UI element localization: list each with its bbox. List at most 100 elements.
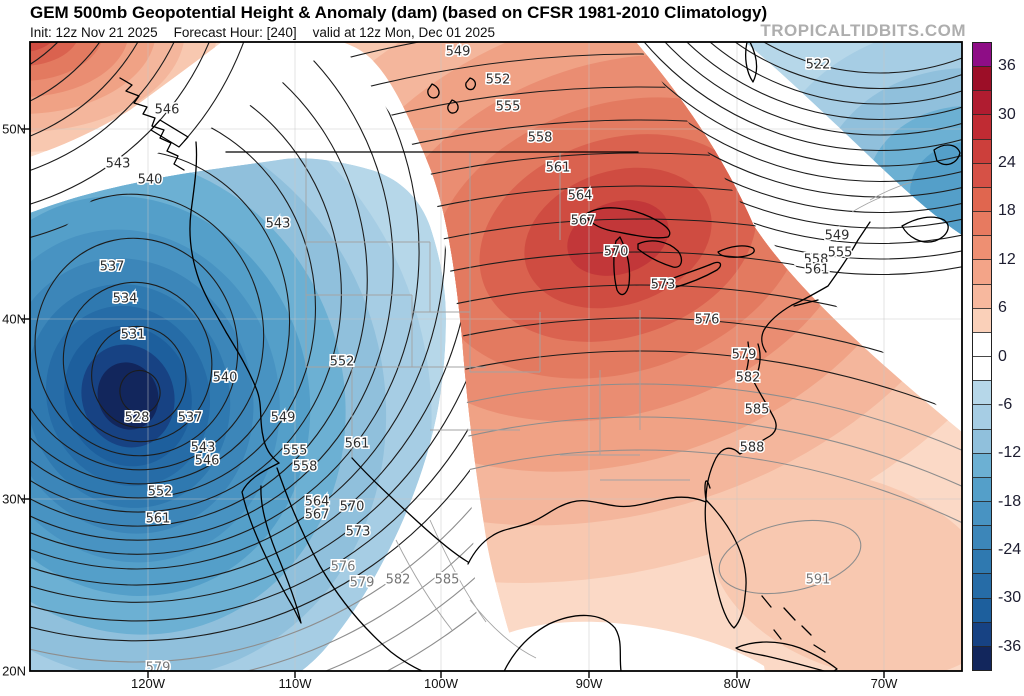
contour-label: 573 [651,278,676,293]
contour-label: 552 [486,73,511,88]
contour-label: 528 [125,411,150,426]
colorbar-segment [973,428,991,453]
contour-line [636,42,962,105]
colorbar-segment [973,525,991,550]
contour-label: 588 [740,441,765,456]
contour-label: 585 [745,403,770,418]
contour-line [30,42,480,642]
contour-line [30,42,368,527]
contour-label: 552 [148,485,173,500]
chart-subtitle: Init: 12z Nov 21 2025 Forecast Hour: [24… [30,25,495,40]
lake-michigan [613,236,631,296]
contour-line [62,281,213,443]
contour-labels-layer: 5285315345375375405405435435435465465495… [98,43,854,671]
contour-line [340,119,962,671]
prairie-lakes [427,77,477,114]
colorbar-label: 12 [998,250,1016,268]
contour-label: 567 [571,214,596,229]
contour-label: 579 [350,576,375,591]
contour-label: 549 [446,45,471,60]
lakes-layer [585,207,755,296]
lake-ontario [717,245,755,258]
init-time: Init: 12z Nov 21 2025 [30,25,158,40]
colorbar-segment [973,356,991,381]
colorbar-segment [973,283,991,308]
contour-line [340,86,962,671]
lat-label: 50N [2,121,26,137]
colorbar-segment [973,645,991,671]
contour-line [636,42,962,121]
contour-line [636,42,962,229]
contour-label: 591 [806,573,831,588]
lon-label: 80W [723,676,751,691]
contour-label: 555 [828,246,853,261]
contour-label: 522 [806,58,831,73]
colorbar-segment [973,138,991,163]
contour-label: 582 [386,573,411,588]
james-bay [745,42,758,83]
contour-label: 561 [546,161,571,176]
colorbar-segment [973,476,991,501]
colorbar-label: 18 [998,202,1016,220]
contour-label: 555 [283,444,308,459]
map-frame [29,41,963,672]
contour-label: 552 [330,355,355,370]
florida [704,499,747,629]
contour-line [636,42,962,152]
colorbar-segment [973,500,991,526]
lon-label: 70W [870,676,898,691]
contour-line [91,325,187,429]
coastline-layer [119,42,961,671]
contour-label: 558 [528,131,553,146]
colorbar-segment [973,162,991,187]
contour-label: 579 [732,348,757,363]
colorbar-segment [973,452,991,477]
contour-label: 543 [191,441,216,456]
contour-line [636,42,962,214]
colorbar-segment [973,307,991,332]
valid-time: valid at 12z Mon, Dec 01 2025 [312,25,496,40]
contour-label: 582 [736,371,761,386]
contour-label: 555 [496,100,521,115]
newfoundland [933,144,961,166]
contour-line [718,519,862,595]
contour-label: 564 [305,495,330,510]
contour-line [30,42,394,541]
contour-line [30,42,480,622]
colorbar-segment [973,331,991,357]
colorbar-segment [973,211,991,236]
colorbar-segment [973,259,991,284]
lake-huron [637,240,683,268]
colorbar-label: -12 [998,444,1022,462]
pacific-coast [189,141,280,464]
axis-ticks [21,128,885,678]
contour-label: 534 [113,292,138,307]
contour-label: 531 [121,328,146,343]
contour-label: 567 [305,508,330,523]
lat-label: 20N [2,663,26,679]
contour-line [34,237,239,457]
vancouver-island [150,119,189,148]
contour-line [30,42,420,555]
rio-grande-border [351,457,469,563]
contour-line [636,42,962,90]
lon-label: 90W [575,676,603,691]
yucatan [503,614,622,671]
contour-line [340,185,962,671]
contour-line [30,193,265,471]
chesapeake-bay [743,341,761,381]
lat-label: 40N [2,311,26,327]
contour-label: 570 [340,500,365,515]
colorbar-segment [973,90,991,115]
colorbar-label: -30 [998,589,1022,607]
contour-label: 576 [695,313,720,328]
contour-line [30,42,480,603]
contour-label: 546 [195,454,220,469]
colorbar-segment [973,235,991,260]
contour-line [646,42,962,74]
contour-line [340,152,962,671]
lake-erie [665,261,722,289]
contour-line [340,251,962,671]
colorbar-label: 6 [998,299,1007,317]
